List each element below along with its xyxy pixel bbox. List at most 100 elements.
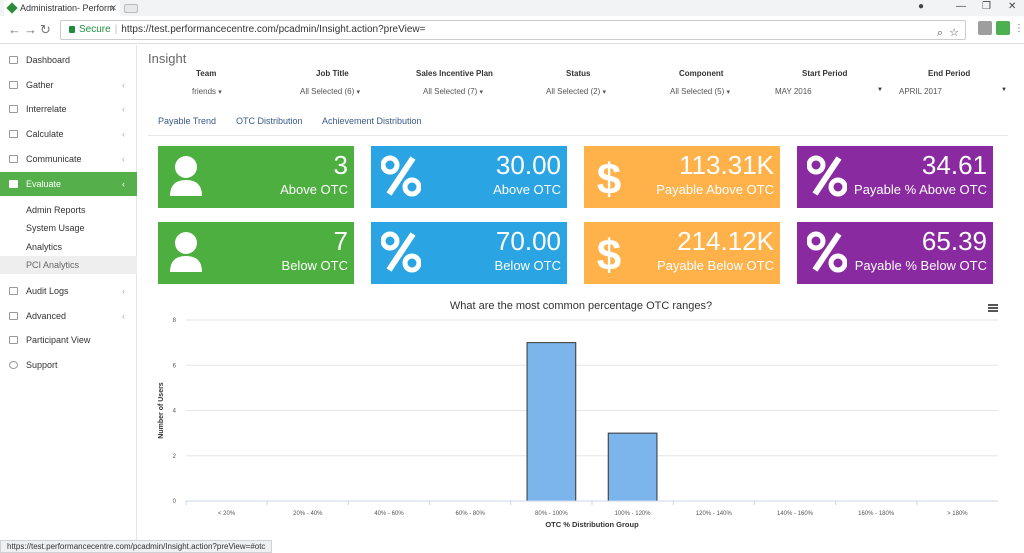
start-period-select-value: MAY 2016 xyxy=(775,87,812,96)
y-tick-label: 6 xyxy=(173,363,177,369)
sidebar-subitem-system-usage[interactable]: System Usage xyxy=(0,219,137,237)
close-window-icon[interactable]: ✕ xyxy=(1008,1,1017,12)
sidebar-item-label: Evaluate xyxy=(26,179,62,189)
end-period-select[interactable]: APRIL 2017 xyxy=(899,87,942,96)
select-arrow-icon: ▼ xyxy=(877,87,883,93)
filter-label-job-title: Job Title xyxy=(316,69,349,78)
kpi-card: $113.31K Payable Above OTC xyxy=(584,146,780,208)
profile-icon[interactable]: ● xyxy=(918,1,925,12)
start-period-select[interactable]: MAY 2016 xyxy=(775,87,812,96)
filter-label-status: Status xyxy=(566,69,591,78)
tab-otc-distribution[interactable]: OTC Distribution xyxy=(236,116,303,126)
sidebar-subitem-label: PCI Analytics xyxy=(26,260,80,270)
menu-icon[interactable]: ⋮ xyxy=(1014,23,1024,34)
select-arrow-icon: ▼ xyxy=(1001,87,1007,93)
kpi-card: 65.39 Payable % Below OTC xyxy=(797,222,993,284)
bar xyxy=(607,432,658,502)
component-dropdown-value: All Selected (5) xyxy=(670,87,725,96)
sidebar-item-dashboard[interactable]: Dashboard xyxy=(0,48,137,72)
kpi-value: 65.39 xyxy=(921,226,987,256)
sidebar-item-gather[interactable]: Gather ‹ xyxy=(0,73,137,97)
caret-down-icon: ▾ xyxy=(479,89,483,96)
component-dropdown[interactable]: All Selected (5) ▾ xyxy=(670,87,730,96)
chart-title: What are the most common percentage OTC … xyxy=(449,300,713,312)
extension-icon[interactable] xyxy=(978,21,992,35)
x-axis-label: OTC % Distribution Group xyxy=(545,520,639,529)
browser-toolbar: ← → ↻ Secure | https://test.performancecen… xyxy=(0,16,1024,44)
job-title-dropdown-value: All Selected (6) xyxy=(300,87,355,96)
sidebar-item-label: Communicate xyxy=(26,154,82,164)
sidebar-subitem-analytics[interactable]: Analytics xyxy=(0,238,137,256)
y-axis-label: Number of Users xyxy=(158,382,165,439)
sidebar-item-audit-logs[interactable]: Audit Logs ‹ xyxy=(0,279,137,303)
filter-label-component: Component xyxy=(679,69,724,78)
kpi-value: 214.12K xyxy=(677,226,774,256)
kpi-value: 3 xyxy=(333,150,348,180)
bar xyxy=(526,342,577,502)
reload-icon[interactable]: ↻ xyxy=(40,22,51,37)
forward-icon[interactable]: → xyxy=(24,22,37,37)
close-tab-icon[interactable]: ✕ xyxy=(109,3,117,13)
kpi-value: 7 xyxy=(333,226,348,256)
x-tick-label: 120% - 140% xyxy=(696,511,733,517)
browser-tab[interactable]: Administration- Perform ✕ xyxy=(4,0,120,16)
chevron-down-icon: ‹ xyxy=(122,179,125,189)
chevron-left-icon: ‹ xyxy=(122,80,125,90)
y-tick-label: 4 xyxy=(173,409,177,415)
sidebar-subitem-label: System Usage xyxy=(26,223,85,233)
x-tick-label: 140% - 160% xyxy=(777,511,814,517)
maximize-icon[interactable]: ❐ xyxy=(982,1,991,12)
kpi-value: 30.00 xyxy=(495,150,561,180)
kpi-card: 30.00 Above OTC xyxy=(371,146,567,208)
bar-chart: 0 2 4 6 8 < 20% 20% - 40% 40% - 60% 60% - 80% 80%… xyxy=(158,318,998,529)
kpi-label: Payable % Below OTC xyxy=(854,258,987,273)
sidebar-item-label: Participant View xyxy=(26,335,91,345)
status-dropdown[interactable]: All Selected (2) ▾ xyxy=(546,87,606,96)
tab-achievement-distribution[interactable]: Achievement Distribution xyxy=(322,116,422,126)
x-tick-label: 80% - 100% xyxy=(535,511,568,517)
sidebar-item-support[interactable]: Support xyxy=(0,353,137,377)
new-tab-button[interactable] xyxy=(124,4,138,13)
kpi-card: 3 Above OTC xyxy=(158,146,354,208)
calculate-icon xyxy=(9,130,18,138)
sidebar-item-label: Advanced xyxy=(26,311,67,321)
sidebar-item-interrelate[interactable]: Interrelate ‹ xyxy=(0,97,137,121)
filter-label-sales-incentive-plan: Sales Incentive Plan xyxy=(416,69,493,78)
bookmark-star-icon[interactable]: ☆ xyxy=(949,27,959,39)
kpi-label: Payable % Above OTC xyxy=(854,182,987,197)
sidebar-item-participant-view[interactable]: Participant View xyxy=(0,328,137,352)
sidebar-item-advanced[interactable]: Advanced ‹ xyxy=(0,304,137,328)
minimize-icon[interactable]: — xyxy=(956,1,966,12)
sidebar-item-label: Support xyxy=(26,360,58,370)
sidebar-item-evaluate[interactable]: Evaluate ‹ xyxy=(0,172,137,196)
x-tick-label: 100% - 120% xyxy=(615,511,652,517)
tab-title: Administration- Perform xyxy=(20,3,115,13)
sidebar-subitem-pci-analytics[interactable]: PCI Analytics xyxy=(0,256,137,274)
filter-label-end-period: End Period xyxy=(928,69,971,78)
chevron-left-icon: ‹ xyxy=(122,129,125,139)
kpi-card: 34.61 Payable % Above OTC xyxy=(797,146,993,208)
sidebar: Dashboard Gather ‹ Interrelate ‹ Calculate… xyxy=(0,45,137,540)
kpi-label: Below OTC xyxy=(281,258,348,273)
sales-incentive-plan-dropdown[interactable]: All Selected (7) ▾ xyxy=(423,87,483,96)
back-icon[interactable]: ← xyxy=(8,22,21,37)
sidebar-subitem-admin-reports[interactable]: Admin Reports xyxy=(0,201,137,219)
sidebar-item-label: Dashboard xyxy=(26,55,71,65)
sidebar-item-calculate[interactable]: Calculate ‹ xyxy=(0,122,137,146)
site-favicon-icon xyxy=(6,2,18,14)
team-dropdown[interactable]: friends ▾ xyxy=(192,87,222,96)
kpi-card: $214.12K Payable Below OTC xyxy=(584,222,780,284)
job-title-dropdown[interactable]: All Selected (6) ▾ xyxy=(300,87,360,96)
kpi-label: Payable Above OTC xyxy=(656,182,774,197)
caret-down-icon: ▾ xyxy=(218,89,222,96)
zoom-icon[interactable]: ⌕ xyxy=(936,27,943,39)
main-content: Insight Team Job Title Sales Incentive P… xyxy=(138,45,1024,540)
tab-payable-trend[interactable]: Payable Trend xyxy=(158,116,217,126)
interrelate-icon xyxy=(9,105,18,113)
sidebar-item-communicate[interactable]: Communicate ‹ xyxy=(0,147,137,171)
chevron-left-icon: ‹ xyxy=(122,311,125,321)
address-bar[interactable]: Secure | https://test.performancecentre.co… xyxy=(60,20,966,40)
extension-icon[interactable] xyxy=(996,21,1010,35)
status-dropdown-value: All Selected (2) xyxy=(546,87,601,96)
chart-menu-icon[interactable] xyxy=(988,304,998,312)
